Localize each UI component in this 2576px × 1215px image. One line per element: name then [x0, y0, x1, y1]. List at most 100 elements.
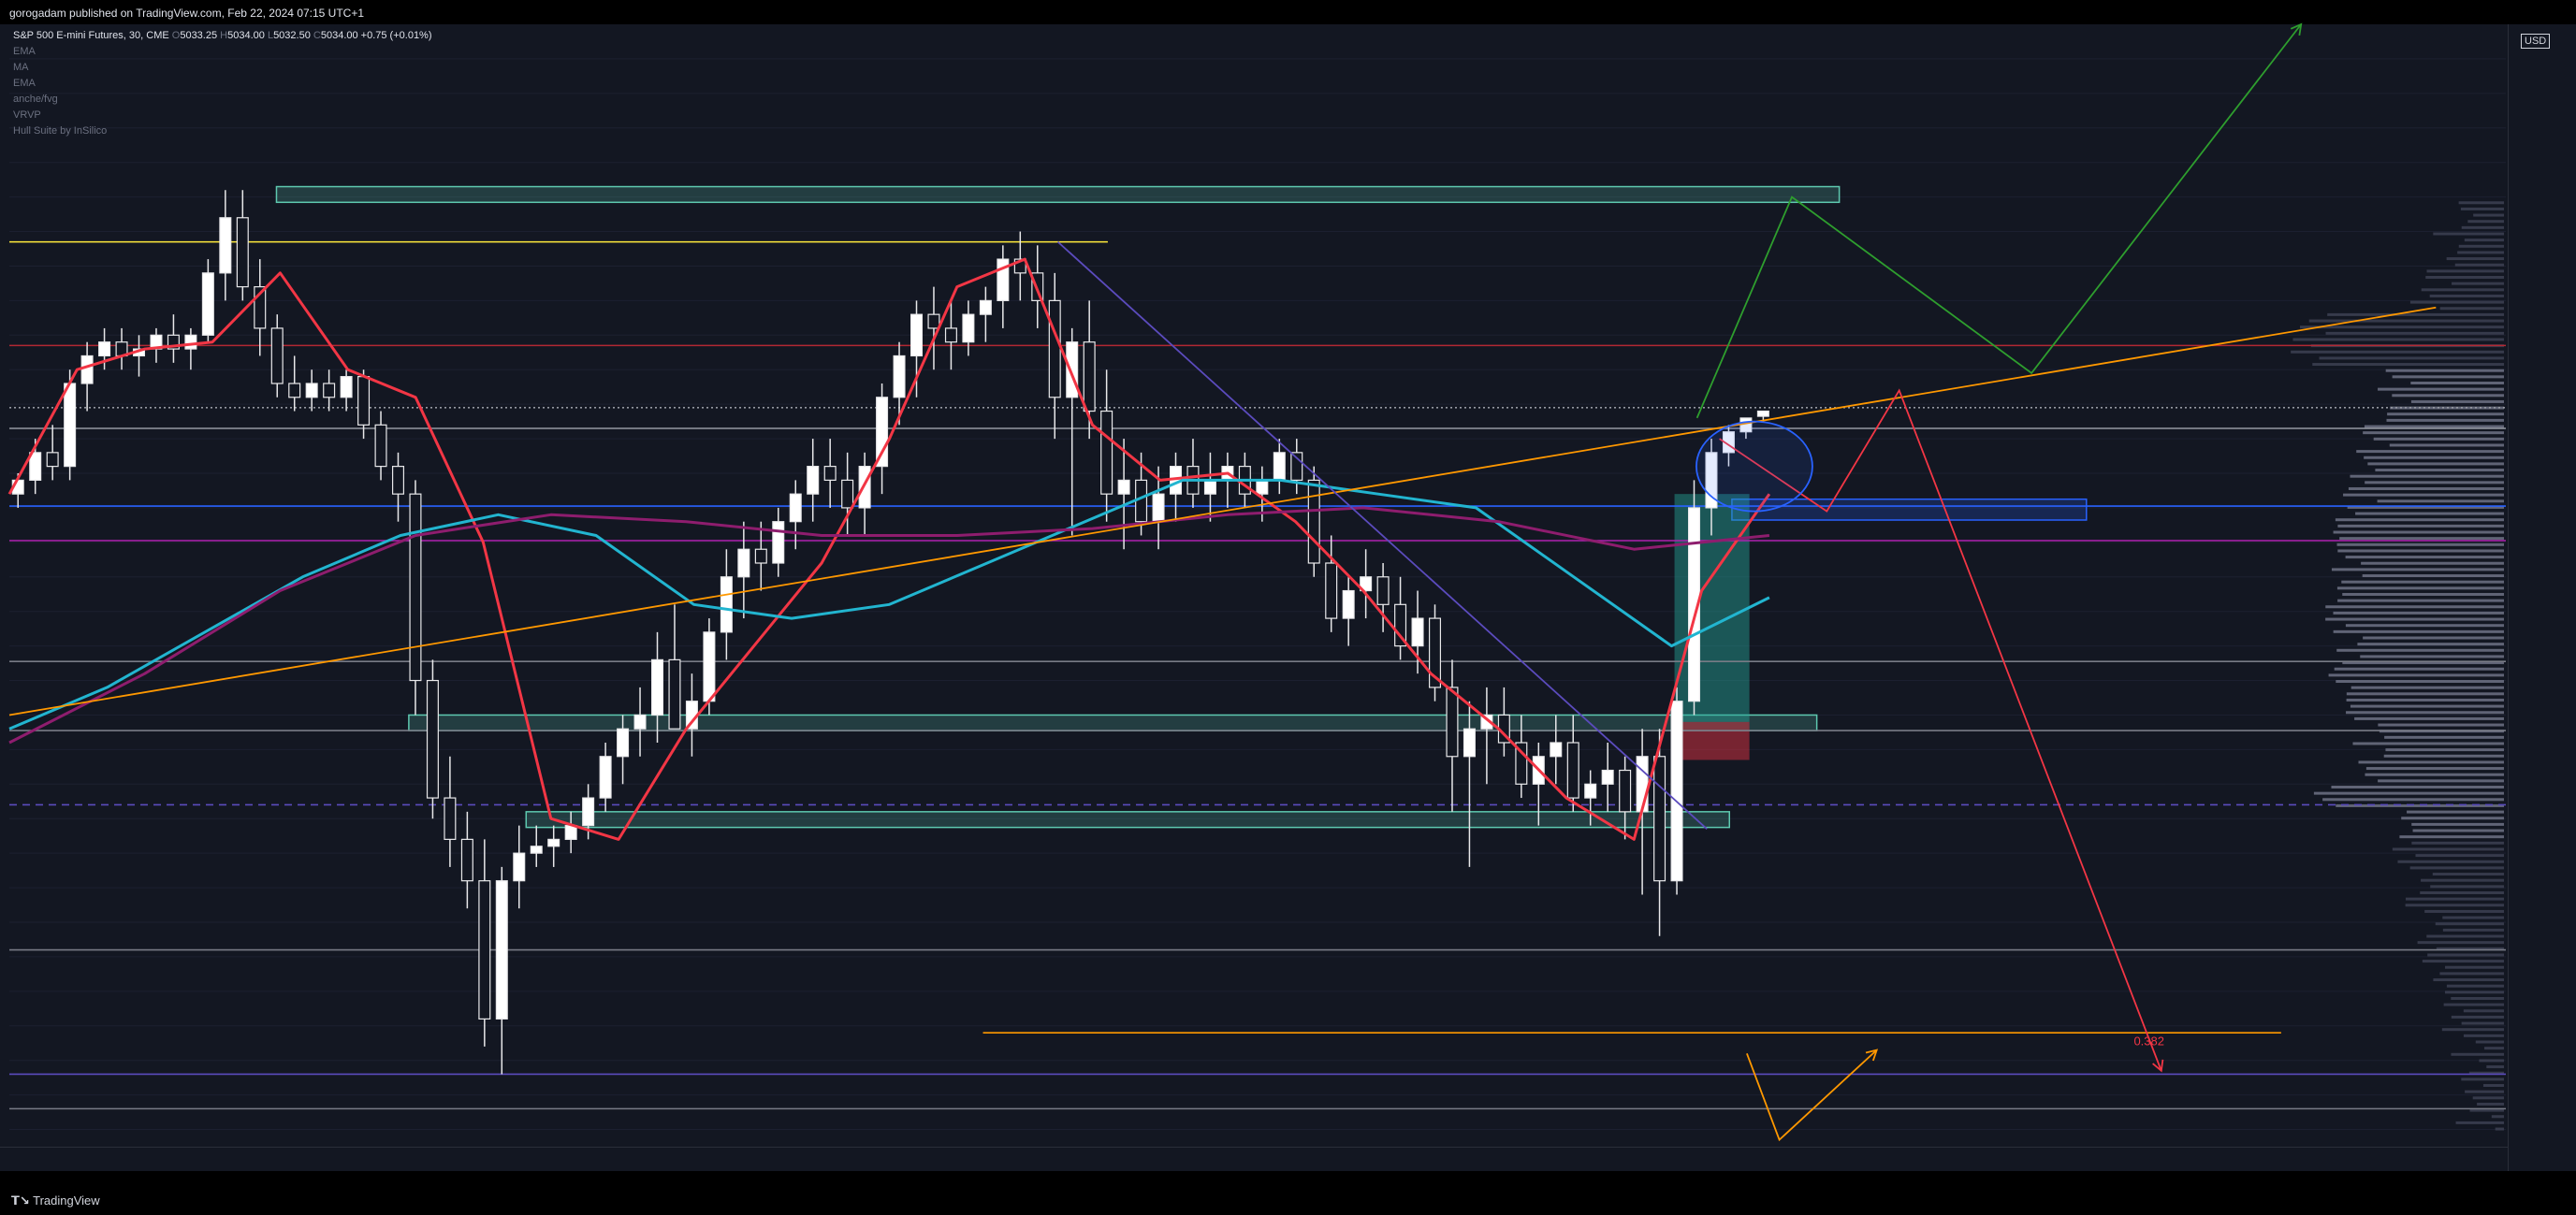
volume-profile-bar [2455, 1121, 2504, 1124]
volume-profile-bar [2463, 1034, 2504, 1037]
volume-profile-bar [2358, 760, 2504, 764]
volume-profile-bar [2347, 505, 2504, 509]
indicator-hull-suite[interactable]: Hull Suite by InSilico [13, 125, 108, 137]
candle-body [1256, 479, 1269, 495]
volume-profile-bar [2342, 661, 2504, 665]
candle-body [1653, 756, 1666, 882]
projection-path-6 [1696, 23, 2302, 419]
volume-profile-bar [2486, 1065, 2504, 1069]
volume-profile-bar [2410, 399, 2504, 403]
candle-body [1273, 452, 1286, 481]
candle-body [236, 217, 249, 288]
low-label: L [267, 30, 274, 41]
volume-profile-bar [2411, 841, 2504, 845]
volume-profile-bar [2424, 909, 2504, 913]
indicator-ema-1[interactable]: EMA [13, 46, 36, 57]
volume-profile-bar [2411, 822, 2504, 826]
volume-profile-bar [2377, 499, 2504, 503]
volume-profile-bar [2364, 456, 2504, 459]
volume-profile-bar [2397, 860, 2504, 863]
candle-body [478, 880, 491, 1020]
volume-profile-bar [2409, 866, 2504, 870]
volume-profile-bar [2433, 232, 2504, 236]
candle-body [668, 658, 681, 730]
candle-body [29, 452, 42, 481]
candle-body [1687, 507, 1701, 702]
volume-profile-bar [2346, 711, 2504, 715]
candle-body [1619, 769, 1632, 813]
candle-body [1083, 341, 1096, 412]
candle-body [444, 797, 457, 840]
volume-profile-bar [2429, 294, 2504, 297]
volume-profile-bar [2457, 251, 2504, 254]
volume-profile-bar [2322, 798, 2504, 802]
volume-profile-bar [2475, 1040, 2504, 1044]
series-line-2 [8, 506, 1770, 745]
volume-profile-bar [2361, 561, 2504, 565]
volume-profile-bar [2484, 1047, 2504, 1050]
volume-profile-bar [2410, 382, 2504, 384]
volume-profile-bar [2417, 941, 2504, 945]
candle-body [1515, 742, 1528, 785]
trendline-4 [8, 306, 2437, 716]
projection-arrowhead-8 [1865, 1049, 1879, 1062]
volume-profile-bar [2308, 319, 2504, 323]
volume-profile-bar [2442, 916, 2504, 919]
candle-body [876, 397, 889, 468]
volume-profile-bar [2405, 904, 2504, 907]
indicator-ema-2[interactable]: EMA [13, 78, 36, 89]
volume-profile-bar [2446, 257, 2504, 261]
volume-profile-bar [2389, 443, 2504, 447]
candle-body [962, 313, 975, 343]
candle-body [703, 631, 716, 702]
volume-profile-bar [2367, 462, 2504, 466]
volume-profile-bar [2435, 922, 2504, 926]
candle-body [167, 334, 180, 350]
volume-profile-bar [2336, 803, 2504, 807]
price-axis[interactable] [2508, 24, 2576, 1171]
candle-body [997, 258, 1010, 301]
volume-profile-bar [2365, 773, 2504, 776]
candle-body [858, 466, 871, 509]
volume-profile-bar [2292, 338, 2504, 341]
chart-area[interactable] [9, 24, 2508, 1147]
volume-profile-bar [2360, 655, 2504, 658]
volume-profile-bar [2479, 1059, 2504, 1063]
candle-body [270, 327, 284, 384]
volume-profile-bar [2325, 605, 2504, 609]
volume-profile-bar [2458, 201, 2504, 205]
volume-profile-bar [2452, 282, 2504, 285]
candle-body [789, 493, 802, 523]
candle-body [807, 466, 820, 495]
candle-body [46, 452, 59, 468]
candle-body [1636, 756, 1649, 813]
indicator-ma[interactable]: MA [13, 62, 29, 73]
candle-body [1048, 299, 1061, 398]
volume-profile-bar [2451, 996, 2504, 1000]
candle-body [1307, 479, 1320, 564]
indicator-anche-fvg[interactable]: anche/fvg [13, 94, 58, 105]
volume-profile-bar [2337, 524, 2504, 528]
candle-body [564, 825, 577, 840]
tradingview-logo: 𝗧↘ TradingView [11, 1193, 100, 1208]
fib-level-label: 0.382 [2133, 1034, 2164, 1048]
volume-profile-bar [2336, 586, 2504, 590]
volume-profile-bar [2422, 960, 2504, 963]
volume-profile-bar [2325, 331, 2504, 335]
volume-profile-bar [2436, 947, 2504, 950]
currency-label[interactable]: USD [2521, 34, 2551, 49]
time-axis[interactable] [0, 1147, 2508, 1172]
volume-profile-bar [2443, 1003, 2504, 1006]
change-value: +0.75 (+0.01%) [360, 30, 432, 41]
high-value: 5034.00 [227, 30, 265, 41]
volume-profile-bar [2341, 580, 2504, 584]
volume-profile-bar [2345, 624, 2504, 628]
symbol-name[interactable]: S&P 500 E-mini Futures, 30, CME [13, 30, 169, 41]
candle-body [979, 299, 992, 315]
trendline-5 [1056, 240, 1708, 830]
volume-profile-bar [2465, 1090, 2504, 1093]
indicator-vrvp[interactable]: VRVP [13, 109, 41, 121]
zone-box-0 [275, 185, 1841, 204]
candle-body [1601, 769, 1614, 785]
